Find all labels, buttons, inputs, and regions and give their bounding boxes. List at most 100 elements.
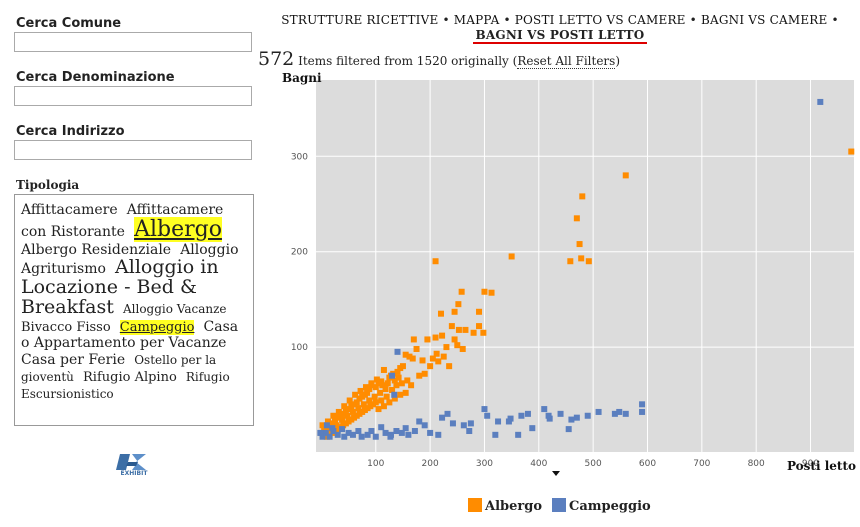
data-point-albergo[interactable] [398, 380, 405, 387]
data-point-campeggio[interactable] [435, 431, 442, 438]
indirizzo-search-input[interactable] [14, 140, 252, 160]
data-point-campeggio[interactable] [573, 414, 580, 421]
data-point-campeggio[interactable] [393, 428, 400, 435]
data-point-albergo[interactable] [357, 387, 364, 394]
data-point-albergo[interactable] [384, 380, 391, 387]
data-point-albergo[interactable] [334, 426, 341, 433]
legend-item[interactable]: Campeggio [552, 498, 651, 514]
data-point-albergo[interactable] [352, 391, 359, 398]
sort-caret-icon[interactable] [552, 471, 560, 476]
data-point-albergo[interactable] [356, 395, 363, 402]
data-point-albergo[interactable] [848, 148, 855, 155]
data-point-campeggio[interactable] [326, 433, 333, 440]
data-point-campeggio[interactable] [817, 98, 824, 105]
reset-filters-link[interactable]: Reset All Filters [517, 54, 616, 69]
data-point-albergo[interactable] [380, 366, 387, 373]
data-point-campeggio[interactable] [317, 429, 324, 436]
data-point-campeggio[interactable] [364, 431, 371, 438]
data-point-campeggio[interactable] [416, 418, 423, 425]
data-point-albergo[interactable] [351, 414, 358, 421]
data-point-campeggio[interactable] [372, 433, 379, 440]
data-point-albergo[interactable] [459, 345, 466, 352]
data-point-campeggio[interactable] [358, 433, 365, 440]
data-point-albergo[interactable] [402, 389, 409, 396]
data-point-albergo[interactable] [319, 422, 326, 429]
data-point-campeggio[interactable] [495, 418, 502, 425]
data-point-campeggio[interactable] [368, 428, 375, 435]
data-point-albergo[interactable] [416, 372, 423, 379]
data-point-albergo[interactable] [375, 406, 382, 413]
data-point-campeggio[interactable] [394, 348, 401, 355]
tab-mappa[interactable]: MAPPA [453, 13, 500, 27]
data-point-campeggio[interactable] [389, 372, 396, 379]
data-point-albergo[interactable] [424, 336, 431, 343]
data-point-campeggio[interactable] [529, 425, 536, 432]
legend-item[interactable]: Albergo [468, 498, 542, 514]
data-point-campeggio[interactable] [449, 420, 456, 427]
data-point-albergo[interactable] [404, 377, 411, 384]
data-point-campeggio[interactable] [568, 416, 575, 423]
tipologia-tag[interactable]: Rifugio Alpino [83, 369, 177, 385]
data-point-albergo[interactable] [451, 336, 458, 343]
tipologia-tag[interactable]: Bivacco Fisso [21, 319, 111, 335]
data-point-albergo[interactable] [448, 323, 455, 330]
data-point-albergo[interactable] [440, 353, 447, 360]
data-point-albergo[interactable] [397, 365, 404, 372]
data-point-campeggio[interactable] [334, 431, 341, 438]
data-point-albergo[interactable] [341, 403, 348, 410]
data-point-albergo[interactable] [361, 407, 368, 414]
data-point-albergo[interactable] [508, 253, 515, 260]
data-point-albergo[interactable] [339, 416, 346, 423]
data-point-campeggio[interactable] [402, 425, 409, 432]
tipologia-tag[interactable]: Rifugio Escursionistico [21, 369, 230, 401]
data-point-albergo[interactable] [366, 386, 373, 393]
data-point-albergo[interactable] [344, 412, 351, 419]
data-point-albergo[interactable] [402, 351, 409, 358]
data-point-albergo[interactable] [335, 408, 342, 415]
data-point-campeggio[interactable] [639, 408, 646, 415]
data-point-albergo[interactable] [360, 401, 367, 408]
data-point-albergo[interactable] [488, 289, 495, 296]
data-point-campeggio[interactable] [322, 429, 329, 436]
data-point-albergo[interactable] [435, 358, 442, 365]
data-point-albergo[interactable] [476, 308, 483, 315]
data-point-albergo[interactable] [433, 350, 440, 357]
data-point-albergo[interactable] [585, 258, 592, 265]
data-point-albergo[interactable] [578, 255, 585, 262]
data-point-campeggio[interactable] [584, 412, 591, 419]
data-point-albergo[interactable] [421, 370, 428, 377]
data-point-campeggio[interactable] [421, 422, 428, 429]
data-point-albergo[interactable] [480, 329, 487, 336]
data-point-albergo[interactable] [389, 387, 396, 393]
data-point-albergo[interactable] [386, 399, 393, 406]
data-point-campeggio[interactable] [505, 418, 512, 425]
data-point-campeggio[interactable] [639, 401, 646, 408]
data-point-campeggio[interactable] [481, 406, 488, 413]
data-point-campeggio[interactable] [427, 429, 434, 436]
data-point-albergo[interactable] [409, 355, 416, 362]
data-point-albergo[interactable] [382, 386, 389, 393]
data-point-campeggio[interactable] [382, 429, 389, 436]
data-point-albergo[interactable] [470, 329, 477, 336]
data-point-albergo[interactable] [432, 258, 439, 265]
data-point-albergo[interactable] [413, 345, 420, 352]
data-point-campeggio[interactable] [349, 431, 356, 438]
data-point-albergo[interactable] [443, 344, 450, 351]
data-point-albergo[interactable] [340, 422, 347, 429]
data-point-campeggio[interactable] [391, 391, 398, 398]
data-point-campeggio[interactable] [460, 422, 467, 429]
data-point-campeggio[interactable] [378, 424, 385, 431]
tipologia-tag[interactable]: Alloggio Vacanze [122, 301, 227, 316]
data-point-campeggio[interactable] [341, 433, 348, 440]
data-point-albergo[interactable] [355, 405, 362, 412]
data-point-albergo[interactable] [391, 395, 398, 402]
data-point-albergo[interactable] [383, 393, 390, 400]
data-point-campeggio[interactable] [398, 429, 405, 436]
data-point-campeggio[interactable] [518, 412, 525, 419]
data-point-albergo[interactable] [375, 380, 382, 387]
data-point-campeggio[interactable] [616, 408, 623, 415]
exhibit-logo[interactable]: EXHIBIT [116, 452, 152, 480]
data-point-albergo[interactable] [356, 410, 363, 417]
tipologia-tag[interactable]: Alloggio Agriturismo [21, 241, 239, 277]
data-point-albergo[interactable] [349, 408, 356, 415]
